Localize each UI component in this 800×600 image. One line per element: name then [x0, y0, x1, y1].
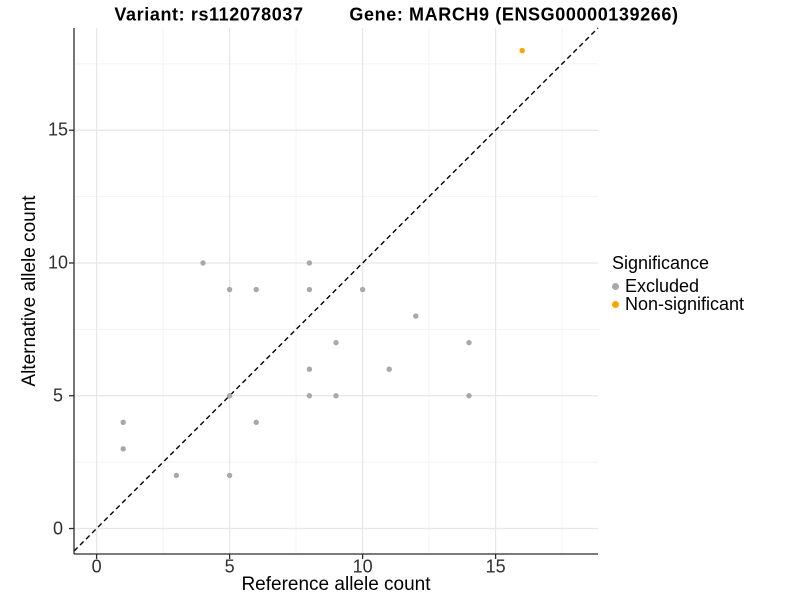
data-point-excluded [120, 446, 126, 452]
data-point-excluded [333, 339, 339, 346]
data-point-excluded [226, 472, 233, 479]
x-axis-title: Reference allele count [241, 574, 431, 595]
data-point-excluded [333, 393, 339, 399]
x-tick-label: 10 [352, 556, 373, 577]
data-point-non-significant [519, 47, 525, 54]
y-tick-label: 10 [47, 252, 69, 273]
y-tick-label: 5 [52, 385, 64, 406]
legend-label-excluded: Excluded [625, 275, 700, 296]
data-point-excluded [466, 393, 472, 399]
identity-dashed-line [73, 27, 599, 552]
data-point-excluded [413, 313, 419, 319]
data-point-excluded [200, 260, 206, 266]
data-point-excluded [173, 472, 180, 479]
data-point-excluded [120, 419, 126, 426]
plot-title-gene: Gene: MARCH9 (ENSG00000139266) [349, 4, 679, 25]
data-point-excluded [386, 366, 392, 372]
legend: Significance Excluded Non-significant [612, 253, 745, 314]
data-point-excluded [226, 286, 233, 293]
x-tick-label: 0 [91, 556, 102, 577]
data-point-excluded [306, 286, 313, 293]
legend-swatch-non-significant-icon [612, 300, 619, 308]
legend-title: Significance [612, 253, 710, 273]
y-tick-label: 0 [52, 518, 64, 538]
legend-label-non-significant: Non-significant [625, 293, 745, 314]
data-point-excluded [306, 393, 313, 399]
legend-item-excluded: Excluded [612, 275, 744, 296]
x-tick-label: 5 [224, 556, 235, 577]
data-point-excluded [466, 339, 472, 346]
data-point-excluded [306, 366, 313, 372]
data-point-excluded [253, 286, 259, 293]
x-tick-label: 15 [485, 556, 506, 577]
data-point-excluded [306, 260, 313, 266]
data-point-excluded [226, 393, 233, 399]
y-tick-label: 15 [47, 119, 69, 140]
plot-title-variant: Variant: rs112078037 [114, 4, 304, 25]
legend-item-non-significant: Non-significant [612, 293, 745, 314]
y-axis-title: Alternative allele count [19, 195, 40, 387]
data-point-excluded [253, 419, 259, 426]
legend-swatch-excluded-icon [612, 282, 619, 290]
data-point-excluded [359, 286, 366, 293]
